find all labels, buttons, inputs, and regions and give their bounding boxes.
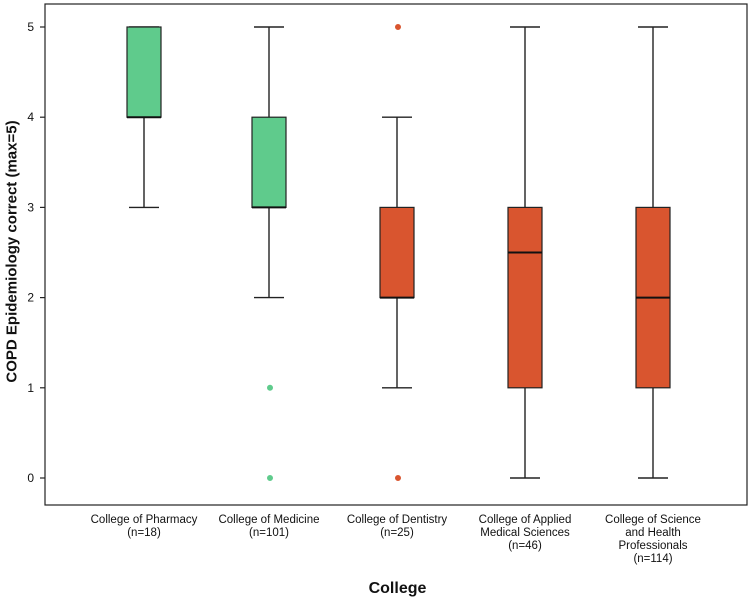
y-axis: 0 1 2 3 4 5 — [27, 20, 45, 485]
category-n: (n=114) — [633, 553, 673, 565]
y-tick-label: 1 — [27, 381, 34, 395]
x-category-label: College of Dentistry (n=25) — [332, 514, 462, 540]
box-group — [251, 26, 287, 481]
plot-frame — [44, 3, 748, 506]
category-name: College of Pharmacy — [90, 514, 198, 526]
category-n: (n=46) — [508, 540, 542, 552]
x-category-label: College of Pharmacy (n=18) — [79, 514, 209, 540]
box-group — [379, 24, 415, 481]
x-category-label: College of Applied Medical Sciences (n=46… — [460, 514, 590, 553]
outlier-point — [395, 24, 401, 30]
y-tick-label: 5 — [27, 20, 34, 34]
y-axis-title: COPD Epidemiology correct (max=5) — [3, 120, 21, 383]
y-tick-label: 0 — [27, 471, 34, 485]
x-category-label: College of Medicine (n=101) — [204, 514, 334, 540]
outlier-point — [267, 384, 273, 391]
category-name: College of Applied Medical Sciences — [478, 514, 572, 539]
box — [126, 26, 162, 118]
category-name: College of Medicine — [218, 514, 320, 526]
category-name: College of Dentistry — [346, 514, 448, 526]
y-tick-label: 2 — [27, 291, 34, 305]
category-name: College of Science and Health Profession… — [605, 514, 701, 552]
outlier-point — [395, 475, 401, 481]
x-category-label: College of Science and Health Profession… — [588, 514, 718, 566]
box-group — [635, 26, 671, 479]
outlier-point — [267, 475, 273, 481]
box — [251, 116, 287, 208]
category-n: (n=25) — [380, 527, 414, 539]
box-group — [126, 26, 162, 209]
box-group — [507, 26, 543, 479]
category-n: (n=101) — [249, 527, 289, 539]
boxes — [126, 24, 671, 481]
box — [379, 206, 415, 299]
x-axis-title: College — [368, 580, 427, 597]
y-tick-label: 4 — [27, 110, 34, 124]
box — [507, 206, 543, 389]
y-tick-label: 3 — [27, 200, 34, 214]
category-n: (n=18) — [127, 527, 161, 539]
